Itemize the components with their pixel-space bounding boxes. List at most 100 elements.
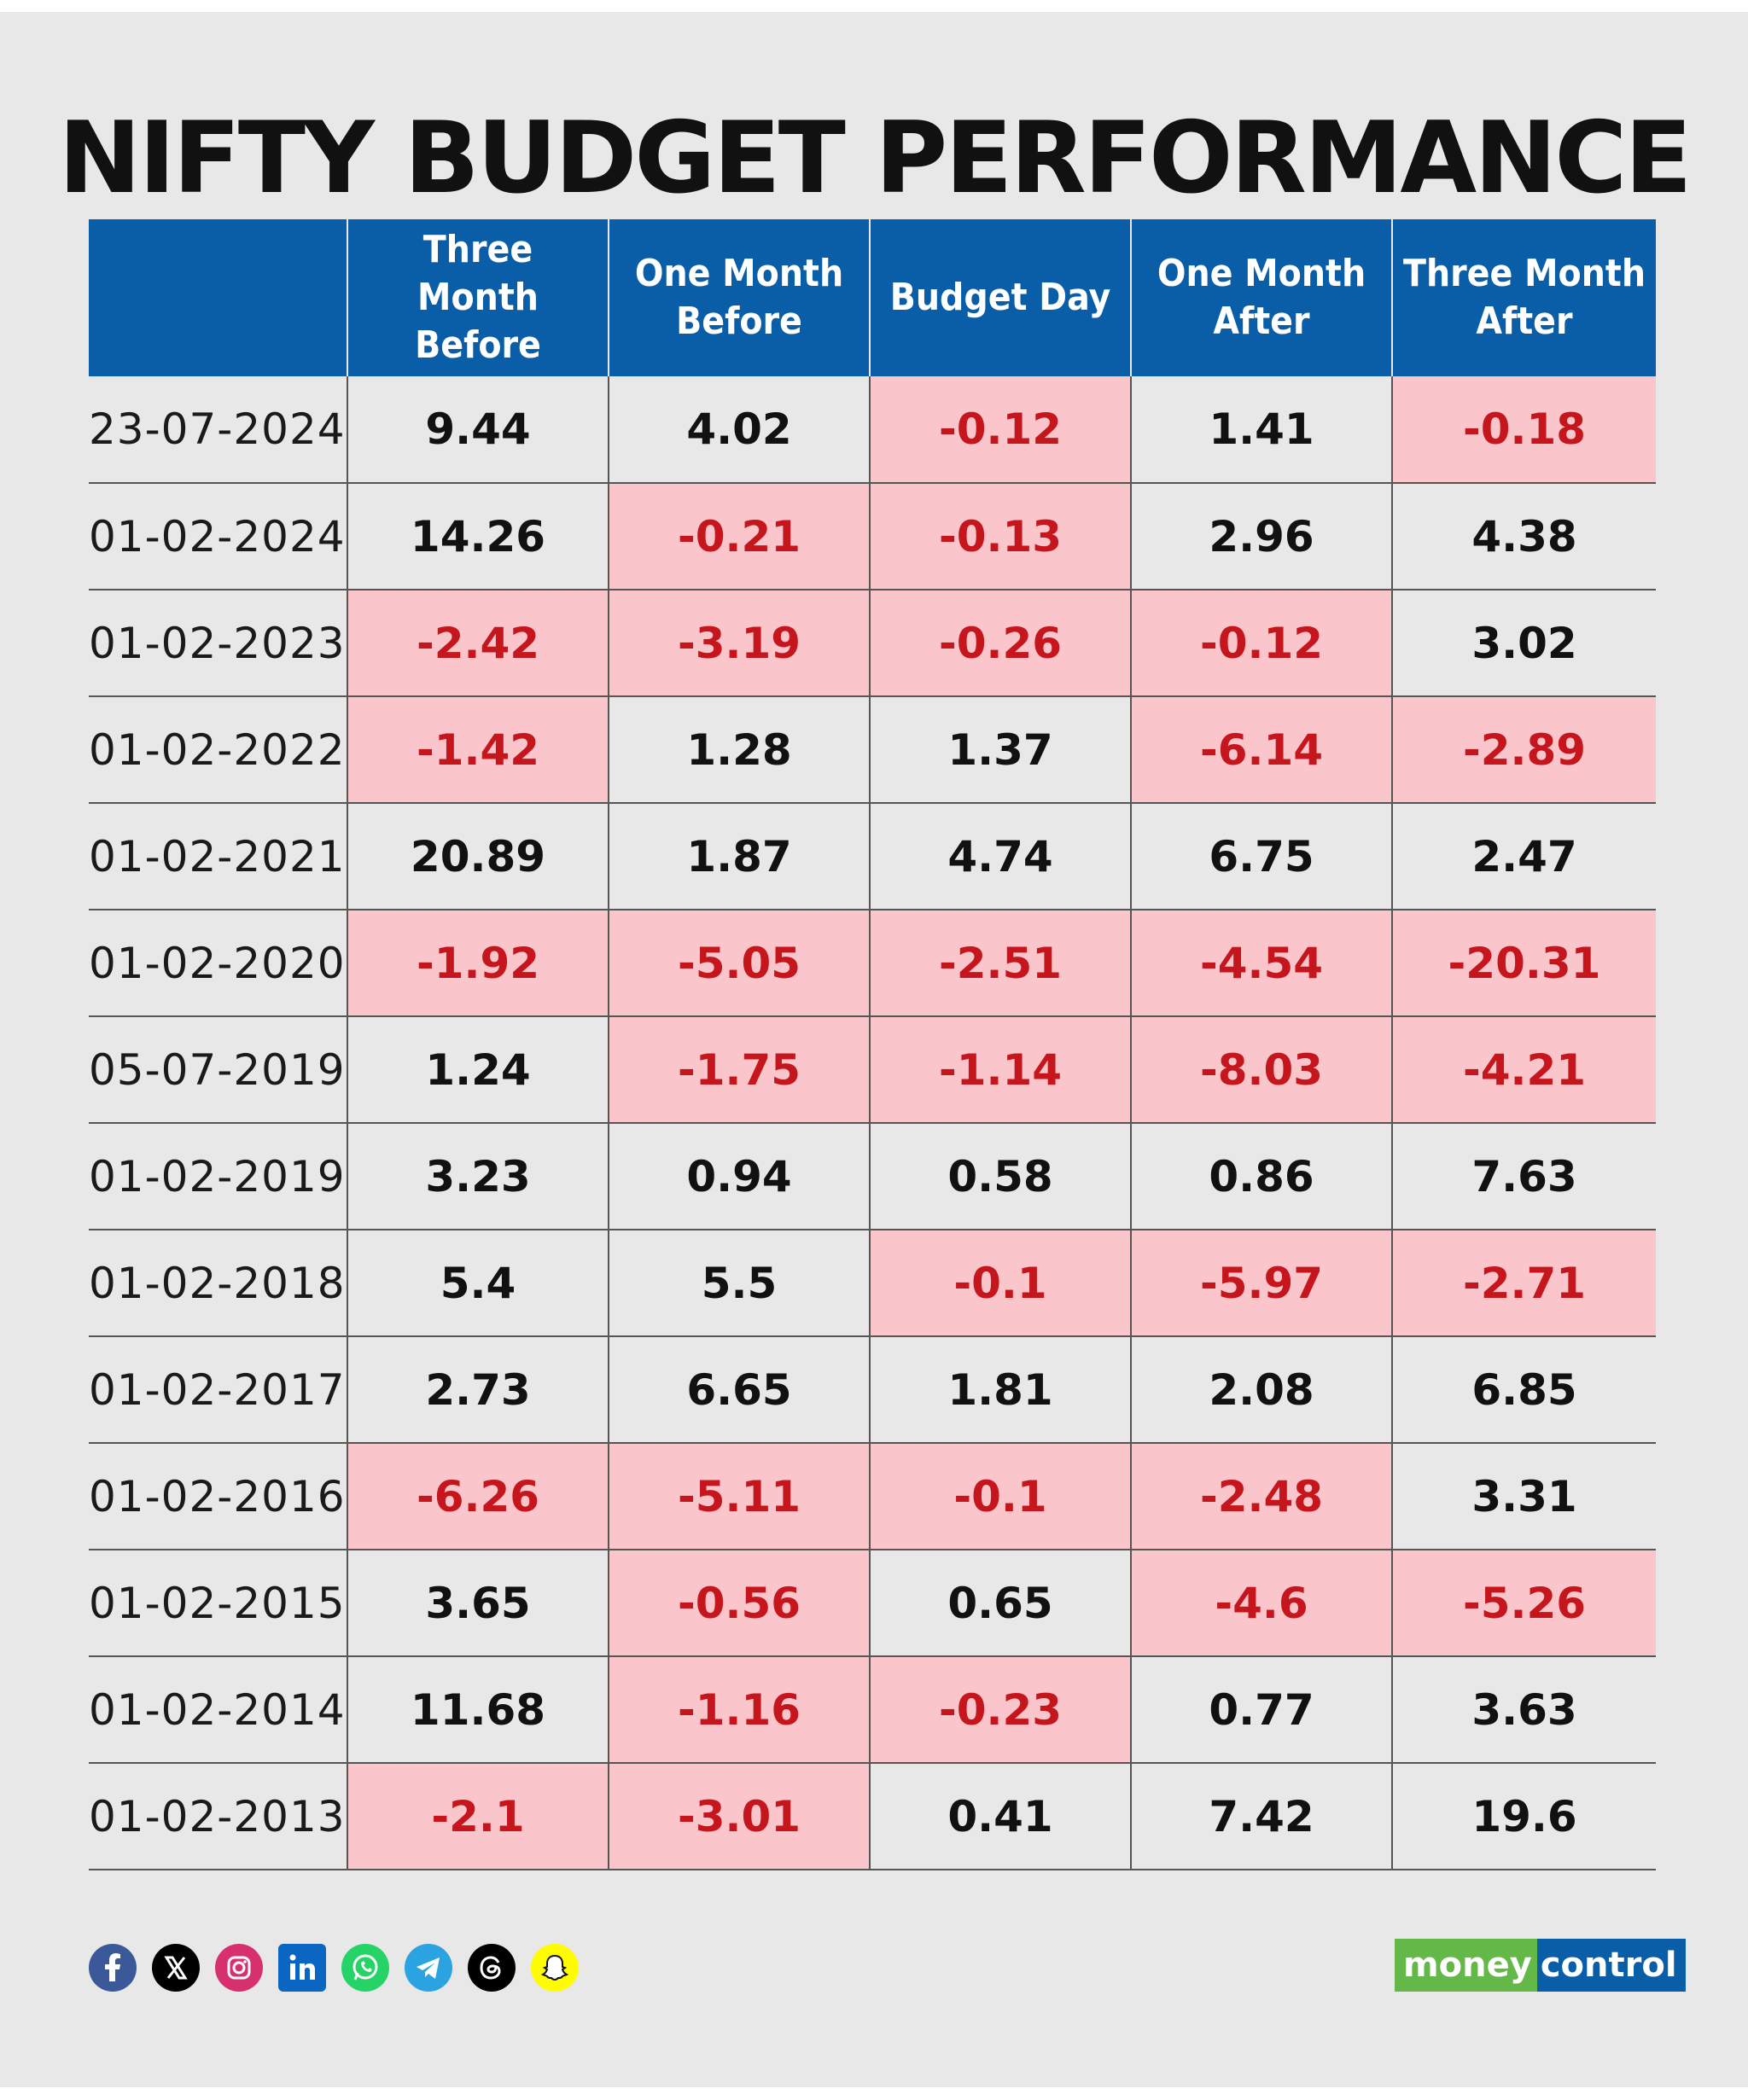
brand-part-control: control	[1536, 1939, 1686, 1992]
table-row: 01-02-2020 -1.92 -5.05 -2.51 -4.54 -20.31	[89, 910, 1656, 1017]
linkedin-icon[interactable]	[278, 1944, 326, 1992]
value-cell: 4.74	[869, 803, 1131, 910]
budget-date: 01-02-2013	[89, 1763, 347, 1870]
negative-value-cell: -0.26	[869, 590, 1131, 697]
page-title: NIFTY BUDGET PERFORMANCE	[58, 101, 1692, 216]
value-cell: 0.77	[1130, 1656, 1392, 1764]
column-header-line: One Month	[634, 252, 844, 295]
negative-value-cell: -8.03	[1130, 1016, 1392, 1124]
table-row: 01-02-2016 -6.26 -5.11 -0.1 -2.48 3.31	[89, 1443, 1656, 1550]
value-cell: 5.5	[608, 1230, 870, 1337]
value-cell: 3.23	[347, 1123, 609, 1230]
value-cell: 0.58	[869, 1123, 1131, 1230]
negative-value-cell: -1.14	[869, 1016, 1131, 1124]
negative-value-cell: -4.6	[1130, 1550, 1392, 1657]
column-header-line: Budget Day	[889, 276, 1111, 319]
negative-value-cell: -0.18	[1391, 376, 1656, 484]
table-row: 23-07-2024 9.44 4.02 -0.12 1.41 -0.18	[89, 376, 1656, 484]
brand-part-money: money	[1395, 1939, 1537, 1992]
value-cell: 14.26	[347, 483, 609, 590]
table-row: 01-02-2014 11.68 -1.16 -0.23 0.77 3.63	[89, 1656, 1656, 1764]
negative-value-cell: -1.42	[347, 696, 609, 804]
telegram-icon[interactable]	[405, 1944, 452, 1992]
column-header-line: Before	[415, 323, 541, 367]
value-cell: 1.24	[347, 1016, 609, 1124]
negative-value-cell: -0.13	[869, 483, 1131, 590]
negative-value-cell: -20.31	[1391, 910, 1656, 1017]
negative-value-cell: -2.89	[1391, 696, 1656, 804]
value-cell: 3.65	[347, 1550, 609, 1657]
value-cell: 3.02	[1391, 590, 1656, 697]
instagram-icon[interactable]	[215, 1944, 263, 1992]
column-header: Three Month After	[1391, 219, 1656, 376]
budget-date: 01-02-2015	[89, 1550, 347, 1657]
column-header-line: Three Month	[1402, 252, 1646, 295]
negative-value-cell: -1.16	[608, 1656, 870, 1764]
budget-date: 01-02-2018	[89, 1230, 347, 1337]
column-header: Three Month Before	[347, 219, 609, 376]
value-cell: 1.37	[869, 696, 1131, 804]
table-row: 05-07-2019 1.24 -1.75 -1.14 -8.03 -4.21	[89, 1016, 1656, 1124]
value-cell: 0.41	[869, 1763, 1131, 1870]
table-row: 01-02-2024 14.26 -0.21 -0.13 2.96 4.38	[89, 483, 1656, 590]
budget-date: 23-07-2024	[89, 376, 347, 484]
table-row: 01-02-2017 2.73 6.65 1.81 2.08 6.85	[89, 1336, 1656, 1444]
snapchat-icon[interactable]	[531, 1944, 579, 1992]
negative-value-cell: -4.54	[1130, 910, 1392, 1017]
whatsapp-icon[interactable]	[341, 1944, 389, 1992]
negative-value-cell: -2.71	[1391, 1230, 1656, 1337]
value-cell: 0.94	[608, 1123, 870, 1230]
value-cell: 6.65	[608, 1336, 870, 1444]
negative-value-cell: -5.11	[608, 1443, 870, 1550]
negative-value-cell: -6.14	[1130, 696, 1392, 804]
x-icon[interactable]	[152, 1944, 200, 1992]
negative-value-cell: -0.23	[869, 1656, 1131, 1764]
table-body: 23-07-2024 9.44 4.02 -0.12 1.41 -0.18 01-02-20…	[89, 376, 1656, 1870]
budget-date: 01-02-2021	[89, 803, 347, 910]
table-row: 01-02-2013 -2.1 -3.01 0.41 7.42 19.6	[89, 1763, 1656, 1870]
value-cell: 19.6	[1391, 1763, 1656, 1870]
table-row: 01-02-2018 5.4 5.5 -0.1 -5.97 -2.71	[89, 1230, 1656, 1337]
value-cell: 1.41	[1130, 376, 1392, 484]
moneycontrol-logo: money control	[1395, 1939, 1686, 1992]
value-cell: 3.63	[1391, 1656, 1656, 1764]
budget-date: 01-02-2022	[89, 696, 347, 804]
budget-date: 01-02-2016	[89, 1443, 347, 1550]
value-cell: 2.08	[1130, 1336, 1392, 1444]
value-cell: 0.86	[1130, 1123, 1392, 1230]
infographic-card: NIFTY BUDGET PERFORMANCE Three Month Befo…	[0, 12, 1748, 2087]
facebook-icon[interactable]	[89, 1944, 137, 1992]
column-header-line: After	[1213, 300, 1310, 343]
value-cell: 1.87	[608, 803, 870, 910]
negative-value-cell: -4.21	[1391, 1016, 1656, 1124]
budget-date: 05-07-2019	[89, 1016, 347, 1124]
table-row: 01-02-2023 -2.42 -3.19 -0.26 -0.12 3.02	[89, 590, 1656, 697]
negative-value-cell: -5.26	[1391, 1550, 1656, 1657]
value-cell: 6.75	[1130, 803, 1392, 910]
column-header: Budget Day	[869, 219, 1131, 376]
column-header-line: Before	[676, 300, 802, 343]
negative-value-cell: -6.26	[347, 1443, 609, 1550]
negative-value-cell: -0.12	[1130, 590, 1392, 697]
column-header: One Month Before	[608, 219, 870, 376]
negative-value-cell: -2.51	[869, 910, 1131, 1017]
negative-value-cell: -5.97	[1130, 1230, 1392, 1337]
budget-date: 01-02-2024	[89, 483, 347, 590]
threads-icon[interactable]	[468, 1944, 516, 1992]
table-row: 01-02-2021 20.89 1.87 4.74 6.75 2.47	[89, 803, 1656, 910]
table-header-row: Three Month Before One Month Before Budget D…	[89, 219, 1656, 376]
negative-value-cell: -5.05	[608, 910, 870, 1017]
negative-value-cell: -0.1	[869, 1443, 1131, 1550]
column-header: One Month After	[1130, 219, 1392, 376]
value-cell: 4.38	[1391, 483, 1656, 590]
budget-date: 01-02-2017	[89, 1336, 347, 1444]
negative-value-cell: -2.42	[347, 590, 609, 697]
negative-value-cell: -0.1	[869, 1230, 1131, 1337]
column-header-line: Three Month	[417, 228, 539, 319]
column-header-line: One Month	[1157, 252, 1366, 295]
value-cell: 7.63	[1391, 1123, 1656, 1230]
value-cell: 4.02	[608, 376, 870, 484]
value-cell: 2.73	[347, 1336, 609, 1444]
negative-value-cell: -0.56	[608, 1550, 870, 1657]
budget-date: 01-02-2020	[89, 910, 347, 1017]
